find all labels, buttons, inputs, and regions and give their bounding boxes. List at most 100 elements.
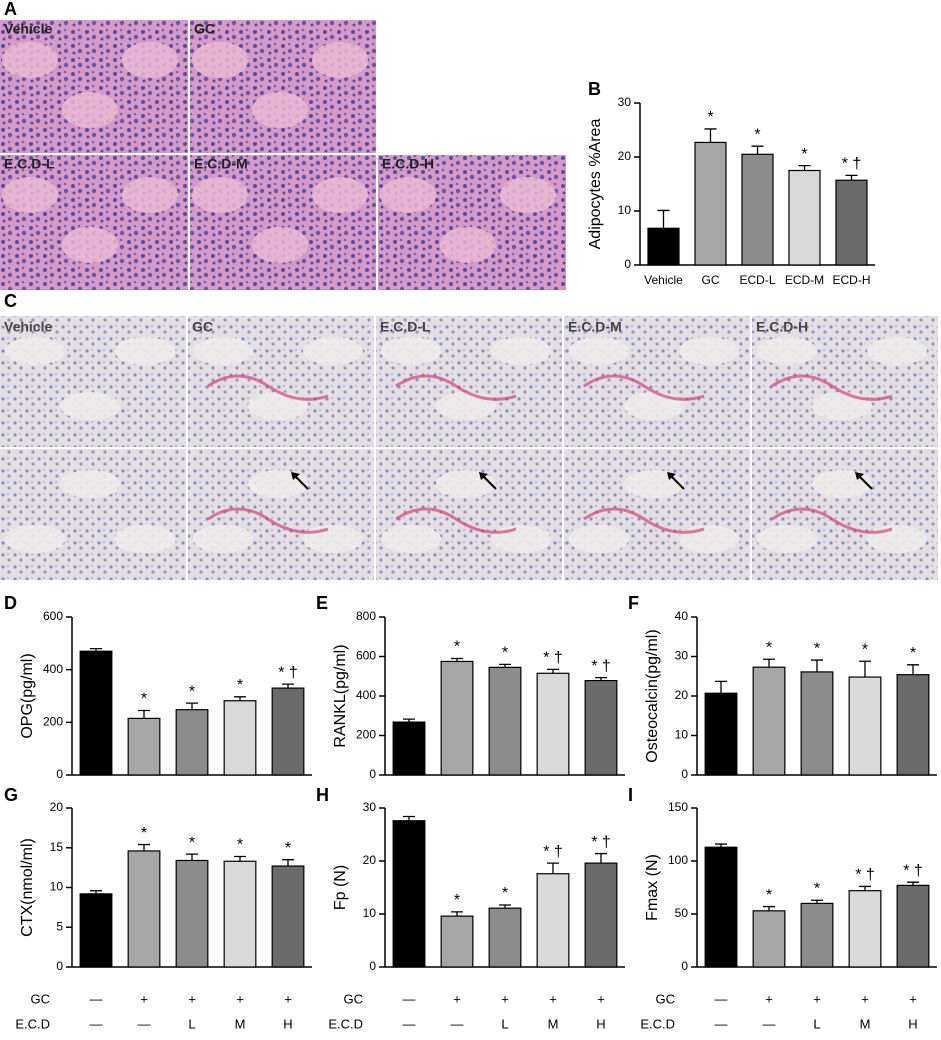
bar — [694, 141, 727, 266]
bone — [812, 392, 872, 420]
error-bar — [859, 885, 871, 891]
error-bar — [499, 663, 511, 668]
bone — [193, 525, 253, 553]
bone — [679, 337, 739, 365]
bar — [536, 672, 570, 776]
row-cell: — — [715, 1016, 728, 1031]
row-cell: H — [908, 1016, 917, 1031]
bar — [440, 660, 474, 776]
error-bar — [811, 659, 823, 672]
tissue — [380, 177, 436, 213]
row-cell: H — [283, 1016, 292, 1031]
y-tick-label: 0 — [681, 959, 688, 973]
bone — [303, 525, 363, 553]
y-tick-label: 20 — [363, 853, 377, 867]
micrograph-label: E.C.D-L — [4, 156, 55, 172]
panel-letter: H — [316, 785, 329, 805]
micrograph — [190, 155, 376, 290]
y-tick-label: 400 — [356, 688, 376, 702]
micrograph-label: E.C.D-H — [382, 156, 434, 172]
error-bar — [186, 702, 198, 710]
error-bar — [138, 709, 150, 719]
micrograph-label: E.C.D-L — [380, 319, 431, 335]
significance: * † — [842, 156, 862, 173]
row-cell: + — [765, 991, 773, 1006]
bone — [381, 525, 441, 553]
x-tick-label: ECD-M — [785, 273, 824, 287]
y-tick-label: 200 — [356, 728, 376, 742]
row-label: GC — [344, 991, 364, 1006]
y-axis-label: Fp (N) — [332, 865, 349, 910]
bar — [741, 153, 774, 266]
y-tick-label: 0 — [56, 959, 63, 973]
bar — [788, 169, 821, 266]
bar — [223, 700, 257, 776]
bar — [271, 865, 305, 968]
panel-letter: E — [316, 593, 328, 613]
y-tick-label: 10 — [50, 880, 64, 894]
error-bar — [403, 718, 415, 723]
trap-stain — [207, 507, 329, 534]
bone — [60, 392, 120, 420]
error-bar — [751, 145, 764, 155]
x-tick-label: Vehicle — [644, 273, 683, 287]
micrograph-label: Vehicle — [4, 319, 52, 335]
x-tick-label: ECD-L — [739, 273, 775, 287]
row-label: E.C.D — [640, 1016, 675, 1031]
arrow-head — [855, 472, 864, 480]
bar — [896, 674, 930, 776]
y-tick-label: 100 — [668, 853, 688, 867]
error-bar — [186, 853, 198, 861]
micrograph — [0, 449, 186, 580]
trap-stain — [583, 374, 705, 401]
x-tick-label: ECD-H — [833, 273, 871, 287]
row-cell: + — [453, 991, 461, 1006]
significance: * — [910, 645, 916, 662]
row-cell: + — [597, 991, 605, 1006]
bar — [896, 884, 930, 968]
tissue — [122, 177, 178, 213]
panel-letter: I — [628, 785, 633, 805]
bone — [436, 392, 496, 420]
y-tick-label: 0 — [369, 959, 376, 973]
error-bar — [451, 911, 463, 917]
y-axis-label: RANKL(pg/ml) — [332, 644, 349, 747]
error-bar — [234, 696, 246, 701]
trap-stain — [395, 374, 517, 401]
significance: * † — [543, 650, 563, 667]
significance: * — [502, 645, 508, 662]
row-cell: + — [549, 991, 557, 1006]
bar — [488, 907, 522, 968]
micrograph — [0, 155, 188, 290]
row-cell: L — [188, 1016, 195, 1031]
bone — [491, 337, 551, 365]
y-axis-label: Fmax (N) — [644, 854, 661, 921]
row-cell: + — [861, 991, 869, 1006]
bone — [5, 337, 65, 365]
bone — [491, 525, 551, 553]
significance: * — [754, 126, 760, 143]
bone — [569, 525, 629, 553]
row-cell: L — [813, 1016, 820, 1031]
bone — [248, 392, 308, 420]
y-tick-label: 30 — [675, 649, 689, 663]
y-tick-label: 400 — [43, 662, 63, 676]
tissue — [312, 177, 368, 213]
significance: * — [454, 892, 460, 909]
arrow-head — [291, 472, 300, 480]
error-bar — [859, 660, 871, 678]
row-cell: + — [909, 991, 917, 1006]
tissue — [62, 227, 118, 263]
row-cell: + — [236, 991, 244, 1006]
y-tick-label: 150 — [668, 800, 688, 814]
row-cell: — — [763, 1016, 776, 1031]
bar — [127, 717, 161, 776]
significance: * — [454, 639, 460, 656]
y-tick-label: 600 — [43, 609, 63, 623]
micrograph — [378, 155, 566, 290]
trap-stain — [771, 507, 893, 534]
y-tick-label: 40 — [675, 609, 689, 623]
panel-letter: A — [4, 0, 17, 19]
bone — [115, 525, 175, 553]
bar — [647, 227, 680, 266]
